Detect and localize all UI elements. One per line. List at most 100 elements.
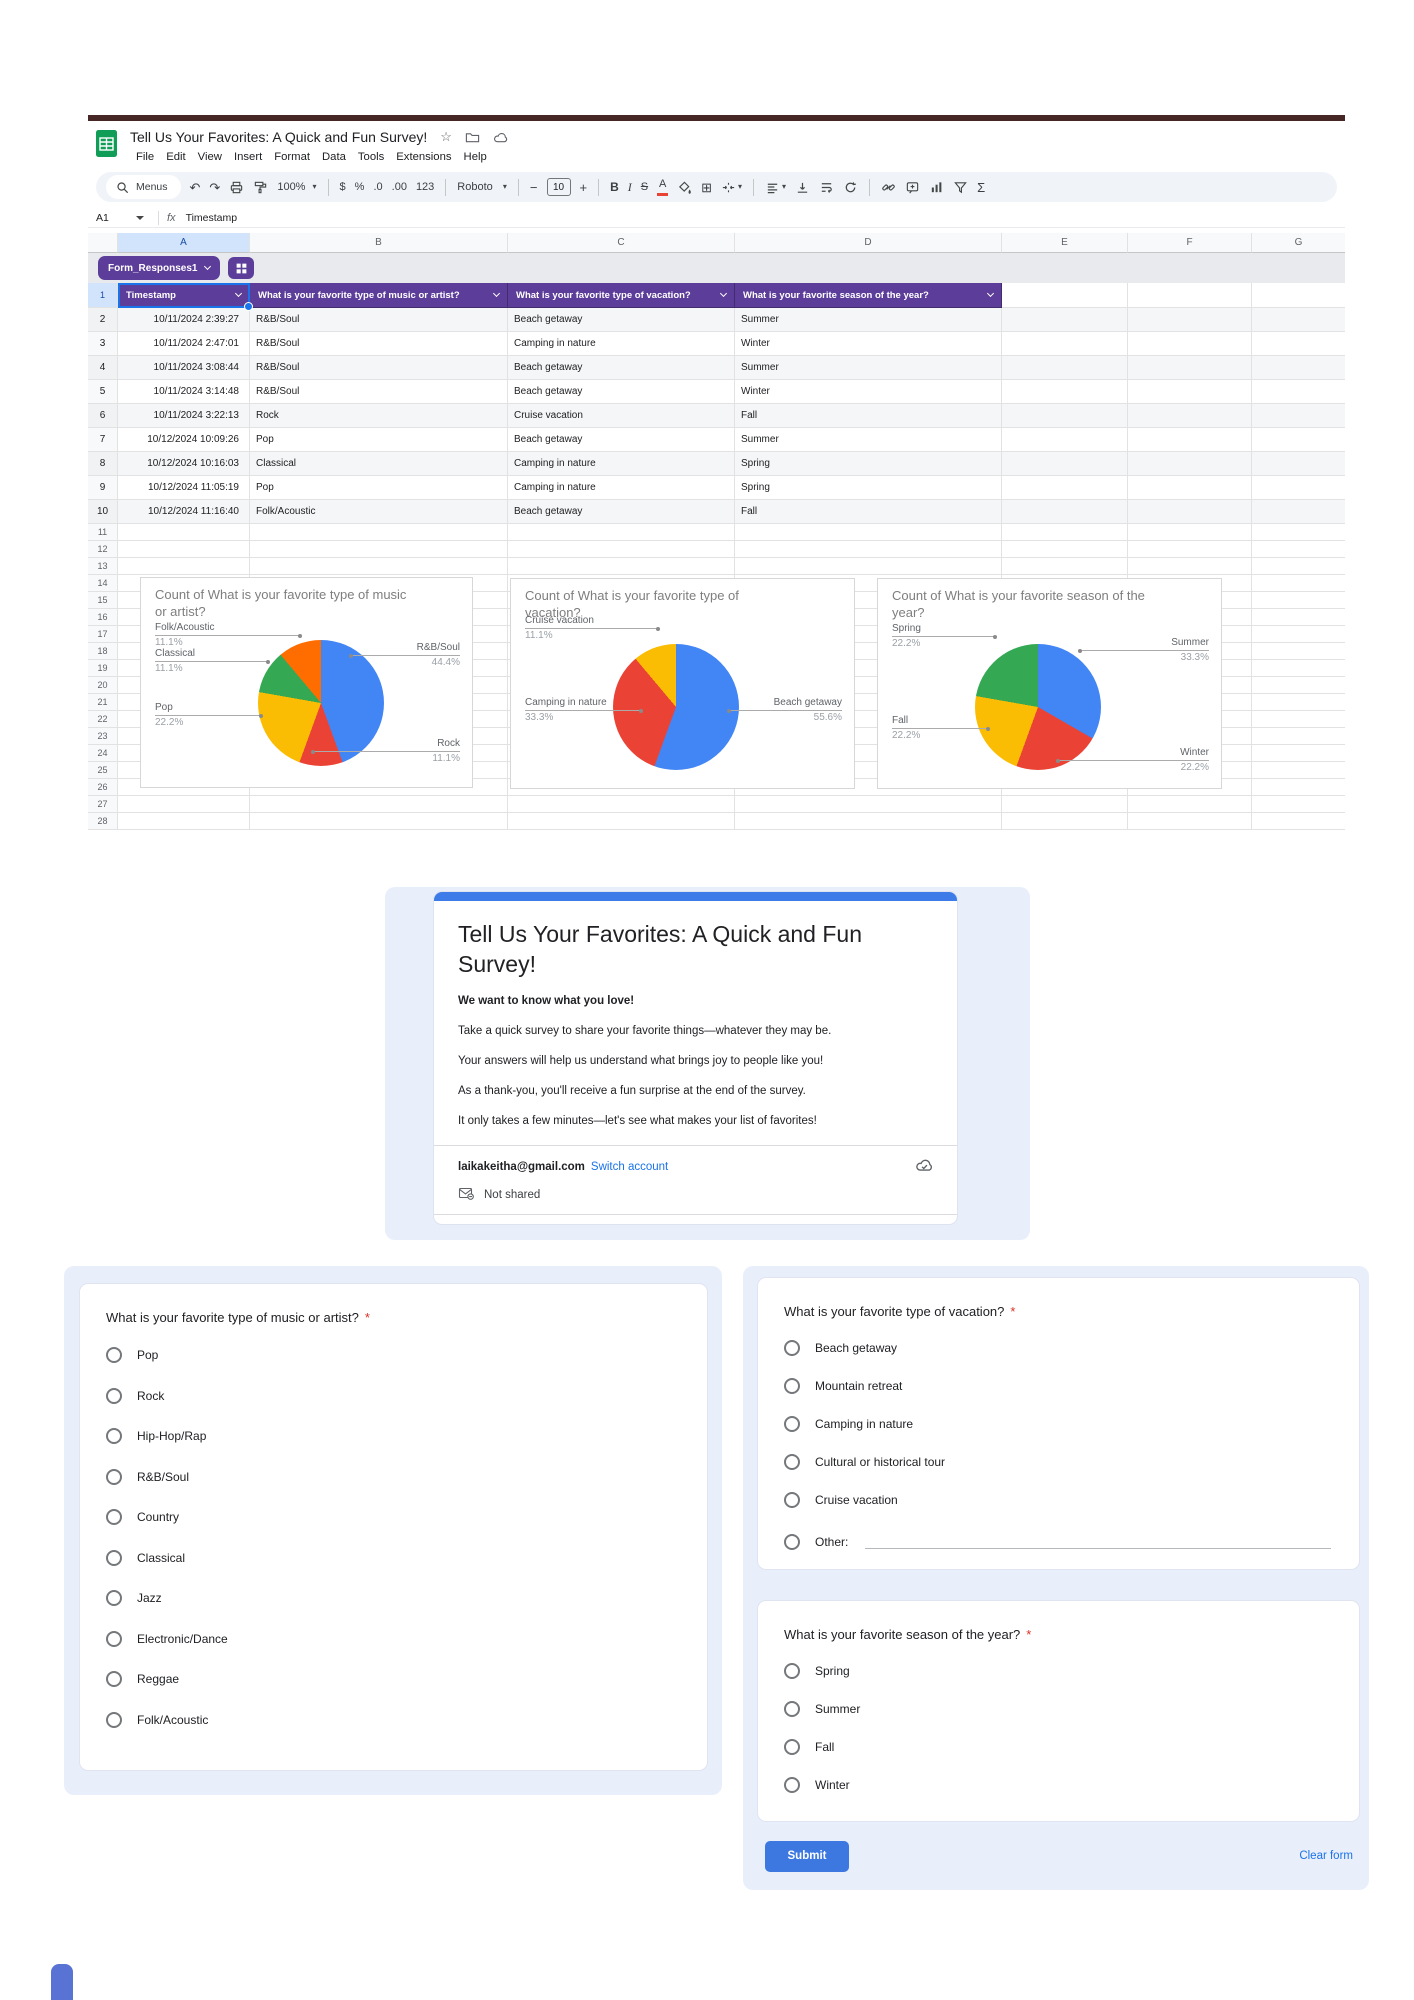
paint-format-button[interactable] (253, 180, 268, 195)
zoom-select[interactable]: 100% ▾ (277, 180, 317, 193)
radio-button[interactable] (784, 1454, 800, 1470)
name-box[interactable]: A1 (88, 212, 150, 224)
cell[interactable] (1252, 592, 1345, 609)
menu-item[interactable]: Insert (233, 151, 263, 163)
cell-season[interactable]: Summer (735, 308, 1002, 332)
option-label[interactable]: Classical (137, 1550, 186, 1565)
cell[interactable] (1128, 428, 1252, 452)
cell[interactable] (508, 541, 735, 558)
cell[interactable] (118, 796, 250, 813)
cell[interactable] (250, 558, 508, 575)
column-header-f[interactable]: F (1128, 233, 1252, 253)
cell[interactable] (1252, 500, 1345, 524)
cell-season[interactable]: Spring (735, 452, 1002, 476)
font-size-input[interactable]: 10 (546, 178, 571, 196)
clear-form-link[interactable]: Clear form (1299, 1850, 1353, 1862)
cell[interactable] (1252, 762, 1345, 779)
cell[interactable] (1252, 694, 1345, 711)
cell[interactable] (1252, 796, 1345, 813)
cell[interactable] (1002, 796, 1128, 813)
vertical-align-button[interactable] (795, 180, 810, 195)
cell[interactable] (118, 558, 250, 575)
option-label[interactable]: Fall (815, 1740, 835, 1754)
menu-item[interactable]: Data (322, 151, 346, 163)
radio-button[interactable] (106, 1711, 122, 1728)
cell-timestamp[interactable]: 10/12/2024 11:16:40 (118, 500, 250, 524)
cell[interactable] (1128, 779, 1252, 796)
cell[interactable] (1128, 380, 1252, 404)
italic-button[interactable]: I (627, 180, 632, 194)
cell[interactable] (1252, 643, 1345, 660)
radio-option[interactable]: Cultural or historical tour (784, 1443, 1333, 1481)
radio-button[interactable] (106, 1590, 122, 1607)
cell[interactable] (1252, 728, 1345, 745)
cell[interactable] (735, 558, 1002, 575)
menu-item[interactable]: Edit (166, 151, 186, 163)
radio-button[interactable] (784, 1378, 800, 1394)
cell-season[interactable]: Fall (735, 500, 1002, 524)
sheets-logo-icon[interactable] (96, 130, 117, 162)
radio-option[interactable]: Mountain retreat (784, 1367, 1333, 1405)
radio-button[interactable] (106, 1549, 122, 1566)
insert-chart-button[interactable] (929, 180, 944, 195)
radio-option[interactable]: Folk/Acoustic (106, 1700, 681, 1741)
move-folder-icon[interactable] (465, 130, 480, 145)
cell[interactable] (1252, 404, 1345, 428)
cell[interactable] (1252, 541, 1345, 558)
cell-vacation[interactable]: Beach getaway (508, 428, 735, 452)
menus-search-pill[interactable]: Menus (106, 175, 181, 199)
row-number[interactable]: 14 (88, 575, 118, 592)
radio-button[interactable] (784, 1492, 800, 1508)
radio-button[interactable] (784, 1340, 800, 1356)
cell[interactable] (1128, 283, 1252, 308)
cell[interactable] (250, 796, 508, 813)
cloud-status-icon[interactable] (493, 130, 508, 145)
radio-option[interactable]: Fall (784, 1728, 1333, 1766)
cell[interactable] (1128, 813, 1252, 830)
create-filter-button[interactable] (953, 180, 968, 195)
option-label[interactable]: Country (137, 1510, 180, 1525)
cell[interactable] (250, 524, 508, 541)
option-label[interactable]: Spring (815, 1664, 850, 1678)
cell[interactable] (1128, 796, 1252, 813)
row-number[interactable]: 2 (88, 308, 118, 332)
submit-button[interactable]: Submit (765, 1840, 849, 1872)
cell-vacation[interactable]: Cruise vacation (508, 404, 735, 428)
switch-account-link[interactable]: Switch account (590, 1160, 669, 1173)
other-text-input[interactable] (865, 1536, 1331, 1549)
cell-season[interactable]: Spring (735, 476, 1002, 500)
row-number[interactable]: 5 (88, 380, 118, 404)
text-color-button[interactable]: A (657, 178, 669, 196)
cell[interactable] (1002, 476, 1128, 500)
radio-button[interactable] (784, 1701, 800, 1717)
cell-timestamp[interactable]: 10/11/2024 3:14:48 (118, 380, 250, 404)
fill-color-button[interactable] (677, 180, 692, 195)
radio-button[interactable] (106, 1509, 122, 1526)
cell[interactable] (1128, 308, 1252, 332)
cell-vacation[interactable]: Beach getaway (508, 380, 735, 404)
cell[interactable] (508, 524, 735, 541)
row-number[interactable]: 7 (88, 428, 118, 452)
cell[interactable] (735, 541, 1002, 558)
option-label[interactable]: Hip-Hop/Rap (137, 1429, 207, 1444)
radio-button[interactable] (106, 1468, 122, 1485)
cell-vacation[interactable]: Beach getaway (508, 500, 735, 524)
option-label[interactable]: R&B/Soul (137, 1469, 190, 1484)
font-select[interactable]: Roboto ▾ (457, 180, 507, 193)
radio-button[interactable] (784, 1416, 800, 1432)
cell-season[interactable]: Fall (735, 404, 1002, 428)
merge-cells-button[interactable]: ▾ (721, 180, 742, 195)
doc-title[interactable]: Tell Us Your Favorites: A Quick and Fun … (130, 129, 428, 145)
radio-option[interactable]: Pop (106, 1335, 681, 1376)
cell[interactable] (735, 524, 1002, 541)
row-number[interactable]: 12 (88, 541, 118, 558)
cell[interactable] (1252, 813, 1345, 830)
option-label[interactable]: Other: (815, 1535, 849, 1549)
menu-item[interactable]: File (136, 151, 155, 163)
cell[interactable] (1002, 813, 1128, 830)
increase-font-size-button[interactable]: + (579, 179, 588, 195)
cell-music[interactable]: Classical (250, 452, 508, 476)
row-number[interactable]: 18 (88, 643, 118, 660)
radio-button[interactable] (784, 1534, 800, 1550)
menu-item[interactable]: Tools (357, 151, 385, 163)
